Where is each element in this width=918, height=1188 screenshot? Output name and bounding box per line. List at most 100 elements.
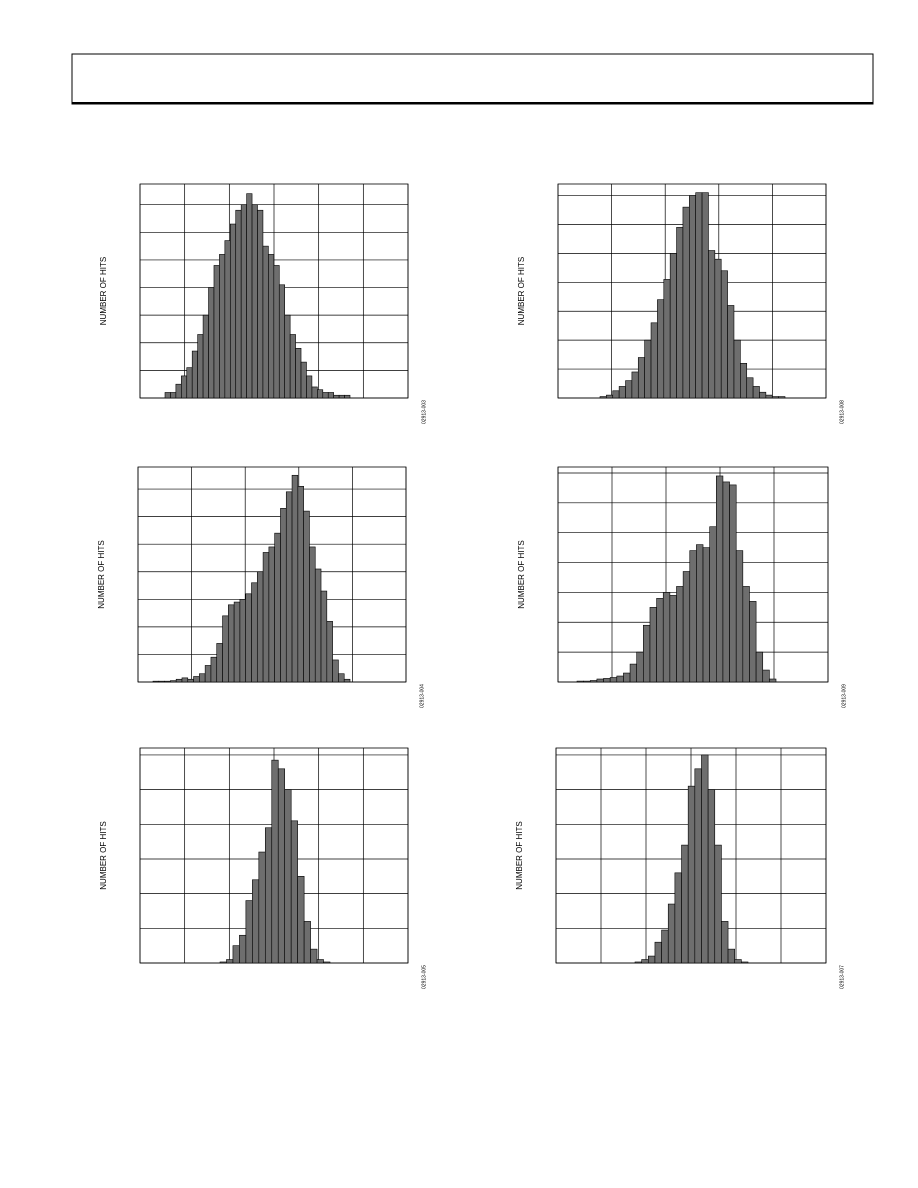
bar (314, 568, 322, 683)
bar (303, 921, 311, 964)
bar (175, 383, 182, 399)
bar (735, 550, 744, 683)
bar (277, 768, 286, 964)
bar (669, 595, 677, 683)
bar (191, 350, 198, 399)
bar (158, 680, 165, 683)
bar (689, 550, 697, 683)
bar (210, 656, 218, 683)
y-axis-label: NUMBER OF HITS (517, 257, 526, 325)
bar (240, 204, 247, 399)
bar (175, 678, 183, 683)
bar (219, 961, 227, 964)
bar (649, 607, 657, 683)
bar (264, 827, 273, 964)
y-axis-label: NUMBER OF HITS (99, 821, 108, 889)
bar (216, 643, 223, 683)
bar (742, 586, 750, 683)
bar (170, 392, 177, 399)
bar (752, 386, 760, 399)
bar (199, 673, 206, 683)
bar (338, 673, 345, 683)
bar (233, 601, 241, 683)
figure-id: 02913-004 (419, 684, 425, 708)
bar (762, 669, 770, 683)
bar (262, 552, 270, 683)
bar (280, 508, 287, 683)
figure-id: 02913-005 (421, 965, 427, 989)
bar (333, 394, 340, 399)
bar (609, 677, 618, 683)
figure-id: 02913-009 (841, 684, 847, 708)
bar (164, 392, 171, 399)
bar (676, 586, 684, 683)
bar (687, 785, 696, 964)
bar (755, 651, 764, 683)
bar (616, 675, 624, 683)
bar (273, 265, 280, 399)
bar (297, 876, 305, 964)
bar (720, 270, 728, 399)
bar (164, 680, 171, 683)
bar (317, 389, 324, 399)
bar (721, 921, 729, 964)
bar (232, 945, 240, 964)
bar (322, 392, 329, 399)
y-axis-label: NUMBER OF HITS (517, 540, 526, 608)
bar (656, 598, 664, 683)
bar (193, 676, 200, 683)
bar (202, 314, 209, 399)
bar (224, 240, 231, 399)
bar (676, 227, 684, 399)
bar (219, 254, 226, 399)
bar (268, 546, 275, 683)
bar (606, 394, 614, 399)
bar (714, 258, 722, 399)
bar (643, 624, 651, 683)
bar (771, 396, 779, 399)
bar (245, 900, 253, 964)
bar (284, 314, 291, 399)
bar (262, 245, 269, 399)
bar (252, 879, 260, 964)
y-axis-label: NUMBER OF HITS (515, 821, 524, 889)
bar (311, 386, 318, 399)
bar (338, 394, 345, 399)
bar (631, 371, 639, 399)
bar (650, 322, 658, 399)
bar (320, 590, 328, 683)
bar (715, 475, 724, 683)
bar (251, 204, 258, 399)
bar (682, 571, 691, 683)
bar (274, 532, 281, 683)
bar (636, 651, 644, 683)
y-axis-label: NUMBER OF HITS (97, 540, 106, 608)
bar (181, 677, 189, 683)
bar (257, 209, 264, 399)
bar (332, 659, 339, 683)
bar (599, 396, 607, 399)
bar (186, 367, 193, 399)
figure-id: 02913-007 (839, 965, 845, 989)
bar (284, 789, 292, 964)
bar (229, 223, 237, 399)
bar (589, 680, 598, 683)
bar (326, 621, 333, 683)
bar (709, 526, 717, 683)
bar (204, 665, 212, 683)
bar (740, 362, 748, 399)
bar (271, 759, 279, 964)
bar (663, 279, 671, 399)
bar (290, 820, 298, 964)
bar (300, 361, 307, 399)
bar (661, 929, 669, 964)
bar (170, 680, 177, 683)
bar (662, 592, 671, 683)
bar (235, 209, 242, 399)
bar (306, 375, 313, 399)
bar (344, 394, 351, 399)
bar (682, 206, 690, 399)
bar (268, 254, 275, 399)
bar (634, 961, 642, 964)
